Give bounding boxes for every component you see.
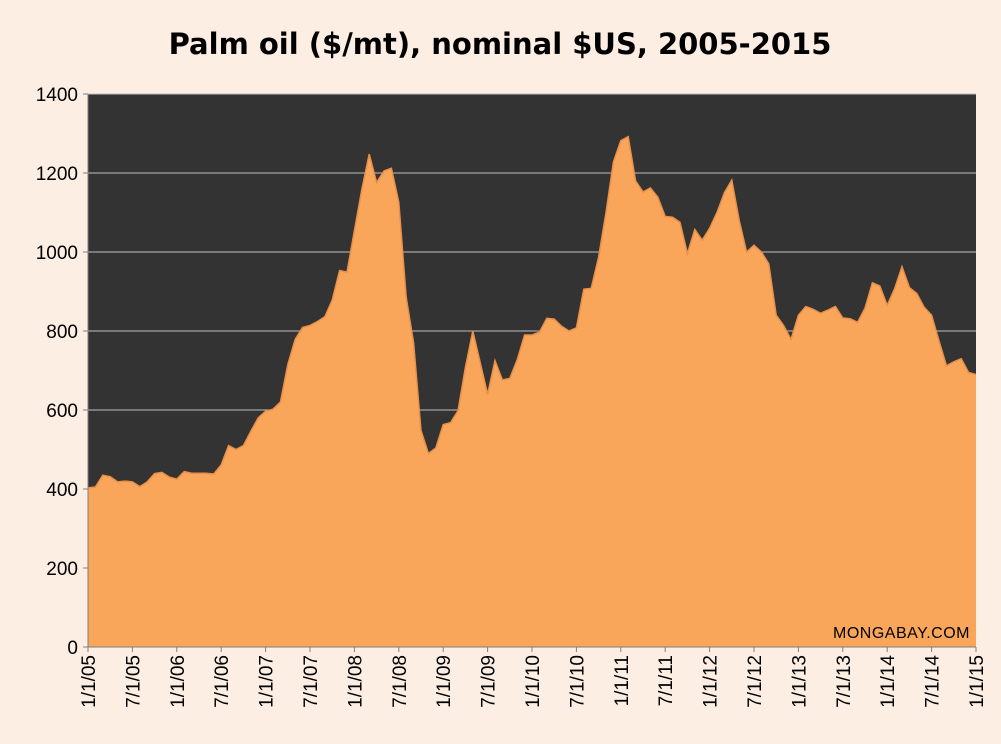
y-tick-label: 200: [46, 559, 78, 580]
x-tick-label: 1/1/12: [701, 655, 722, 708]
y-tick-label: 1000: [36, 243, 78, 264]
y-tick-label: 1400: [36, 85, 78, 106]
x-tick-label: 1/1/15: [967, 655, 988, 708]
y-tick-label: 800: [46, 322, 78, 343]
x-tick-label: 7/1/06: [212, 655, 233, 708]
x-tick-label: 1/1/09: [434, 655, 455, 708]
y-tick-label: 0: [67, 638, 78, 659]
chart-title: Palm oil ($/mt), nominal $US, 2005-2015: [169, 27, 832, 61]
x-tick-label: 1/1/13: [789, 655, 810, 708]
x-tick-label: 1/1/11: [612, 655, 633, 706]
x-tick-label: 7/1/07: [301, 655, 322, 708]
x-tick-label: 1/1/10: [523, 655, 544, 708]
x-tick-label: 7/1/14: [923, 655, 944, 708]
x-tick-label: 1/1/05: [79, 655, 100, 708]
x-tick-label: 1/1/06: [168, 655, 189, 708]
watermark: MONGABAY.COM: [833, 625, 970, 642]
x-axis-ticks: 1/1/05 7/1/05 1/1/06 7/1/06 1/1/07 7/1/07 1/1/…: [79, 647, 988, 708]
x-tick-label: 7/1/13: [834, 655, 855, 708]
x-tick-label: 1/1/14: [878, 655, 899, 708]
x-tick-label: 1/1/07: [257, 655, 278, 708]
x-tick-label: 7/1/12: [745, 655, 766, 708]
x-tick-label: 1/1/08: [345, 655, 366, 708]
y-axis-ticks: 0 200 400 600 800 1000 1200 1400: [36, 85, 88, 659]
y-tick-label: 600: [46, 401, 78, 422]
price-line: [87, 135, 977, 489]
x-tick-label: 7/1/11: [656, 655, 677, 706]
x-tick-label: 7/1/09: [479, 655, 500, 708]
x-tick-label: 7/1/08: [390, 655, 411, 708]
y-tick-label: 400: [46, 480, 78, 501]
y-tick-label: 1200: [36, 164, 78, 185]
price-area: [88, 136, 976, 647]
x-tick-label: 7/1/05: [123, 655, 144, 708]
x-tick-label: 7/1/10: [567, 655, 588, 708]
